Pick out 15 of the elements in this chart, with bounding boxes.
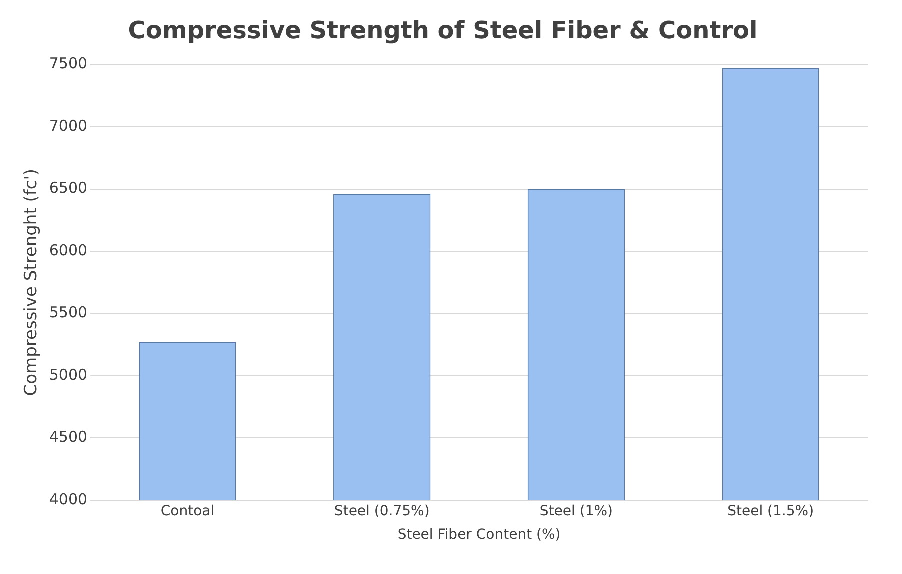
y-axis-title: Compressive Strenght (fc') — [22, 168, 42, 396]
y-tick-label: 4500 — [49, 428, 88, 446]
y-tick-label: 7500 — [49, 54, 88, 73]
y-tick-label: 6000 — [49, 241, 88, 260]
x-tick-label: Steel (1%) — [540, 503, 614, 520]
y-tick-label: 4000 — [49, 490, 88, 508]
x-tick-label: Steel (1.5%) — [728, 503, 814, 520]
y-tick-label: 5500 — [49, 304, 88, 322]
y-tick-label: 5000 — [49, 366, 88, 384]
y-tick-label: 6500 — [49, 179, 88, 198]
x-tick-label: Contoal — [160, 503, 215, 520]
x-tick-label: Steel (0.75%) — [334, 503, 430, 520]
chart-title: Compressive Strength of Steel Fiber & Control — [128, 16, 758, 45]
x-axis-title: Steel Fiber Content (%) — [398, 527, 561, 544]
y-tick-label: 7000 — [49, 116, 88, 135]
